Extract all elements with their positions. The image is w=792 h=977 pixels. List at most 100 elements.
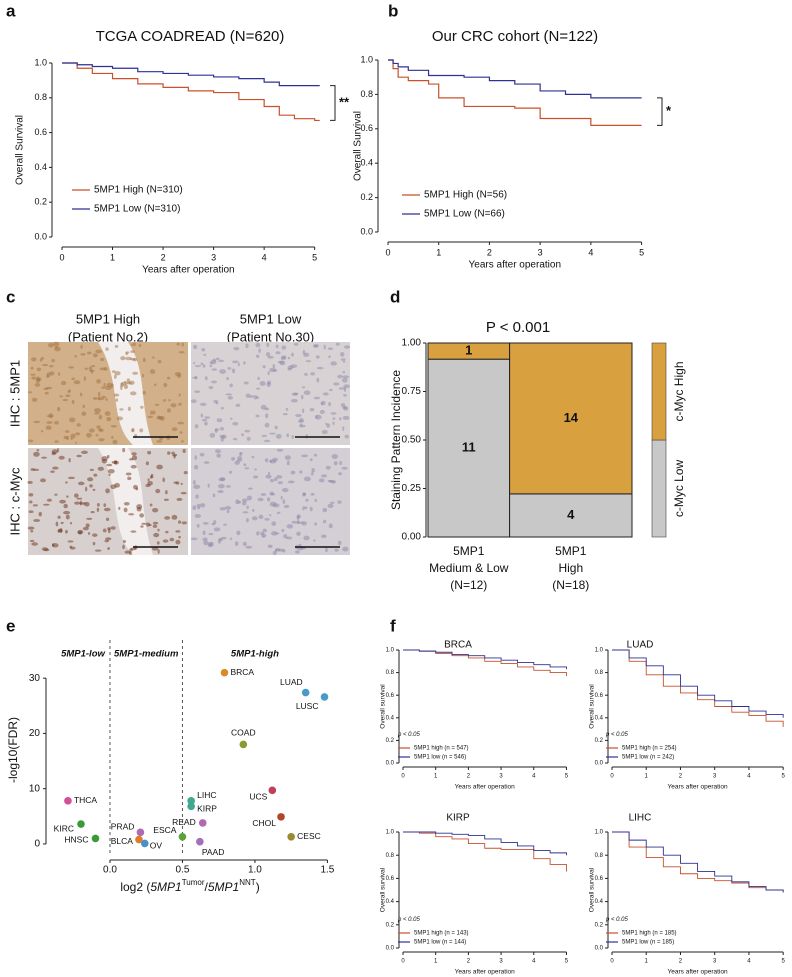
chart-title: Our CRC cohort (N=122) xyxy=(432,28,598,45)
legend-label: c-Myc Low xyxy=(672,459,686,517)
cell-texture xyxy=(309,458,313,462)
cell-texture xyxy=(241,433,245,437)
cell-texture xyxy=(106,382,113,388)
cell-texture xyxy=(177,421,185,425)
cell-texture xyxy=(52,341,60,347)
legend-label: 5MP1 High (N=310) xyxy=(94,185,183,196)
cell-texture xyxy=(62,398,68,402)
cell-texture xyxy=(207,483,210,488)
cell-texture xyxy=(101,386,106,389)
cell-texture xyxy=(136,504,143,510)
cell-texture xyxy=(274,425,278,430)
survival-curve xyxy=(403,831,567,872)
x-tick-label: 1.0 xyxy=(248,865,262,876)
x-tick-label: 2 xyxy=(467,958,471,964)
cell-texture xyxy=(123,380,127,384)
cell-texture xyxy=(290,470,296,475)
cell-texture xyxy=(211,368,218,371)
cell-texture xyxy=(242,541,247,546)
point-label: CHOL xyxy=(252,818,276,828)
cell-texture xyxy=(276,475,283,479)
y-tick-label: 0.8 xyxy=(386,670,395,676)
cell-texture xyxy=(241,501,247,506)
cell-texture xyxy=(57,372,61,376)
cell-texture xyxy=(68,366,75,369)
cell-texture xyxy=(46,421,53,424)
cell-texture xyxy=(193,362,196,365)
cell-texture xyxy=(194,455,197,460)
cell-texture xyxy=(202,537,208,542)
cell-texture xyxy=(330,361,338,366)
cell-texture xyxy=(216,453,221,458)
cell-texture xyxy=(154,403,160,406)
cell-texture xyxy=(217,490,224,494)
cell-texture xyxy=(303,476,311,482)
cell-texture xyxy=(330,412,337,415)
cell-texture xyxy=(313,453,318,457)
point-label: KIRP xyxy=(197,804,217,814)
cell-texture xyxy=(223,523,227,526)
cell-texture xyxy=(162,477,165,483)
cell-texture xyxy=(325,465,331,470)
y-tick-label: 1.00 xyxy=(402,338,422,349)
cell-texture xyxy=(38,511,42,517)
x-axis-label: Years after operation xyxy=(455,784,515,791)
cell-texture xyxy=(92,488,96,491)
x-axis-label: Years after operation xyxy=(142,265,234,276)
cell-texture xyxy=(342,360,346,363)
x-axis-label: Years after operation xyxy=(668,969,728,976)
cell-texture xyxy=(125,382,132,385)
cell-texture xyxy=(180,440,185,443)
cell-texture xyxy=(28,439,34,443)
cell-texture xyxy=(39,358,43,362)
x-tick-label: 0 xyxy=(385,248,390,258)
y-tick-label: 0.0 xyxy=(386,761,395,767)
cell-texture xyxy=(310,493,315,496)
cell-texture xyxy=(30,530,34,533)
cell-texture xyxy=(166,376,171,380)
cell-texture xyxy=(71,377,75,381)
cell-texture xyxy=(123,507,128,513)
panel-label: f xyxy=(390,616,396,635)
y-tick-label: 0.4 xyxy=(34,162,47,172)
cell-texture xyxy=(254,468,257,471)
cell-texture xyxy=(114,344,119,348)
cell-texture xyxy=(119,408,124,411)
cell-texture xyxy=(75,432,81,436)
cell-texture xyxy=(325,547,328,553)
cell-texture xyxy=(273,477,278,482)
y-tick-label: 0.4 xyxy=(360,158,373,168)
cell-texture xyxy=(96,503,100,507)
chart-title: TCGA COADREAD (N=620) xyxy=(96,28,285,45)
cell-texture xyxy=(285,536,293,540)
cell-texture xyxy=(219,426,225,431)
y-tick-label: 0.8 xyxy=(34,92,47,102)
cell-texture xyxy=(81,411,87,416)
y-tick-label: 10 xyxy=(29,783,41,794)
cell-texture xyxy=(169,537,175,542)
cell-texture xyxy=(153,383,157,387)
cell-texture xyxy=(262,528,267,533)
cell-texture xyxy=(341,377,348,383)
cell-texture xyxy=(139,513,145,518)
cell-texture xyxy=(342,371,345,374)
cell-label: 4 xyxy=(567,507,575,522)
cell-texture xyxy=(132,371,139,375)
significance-mark: * xyxy=(666,103,672,118)
cell-texture xyxy=(156,541,160,545)
cell-texture xyxy=(86,517,93,520)
cell-texture xyxy=(228,470,233,474)
cell-texture xyxy=(141,522,147,525)
cell-texture xyxy=(332,421,335,425)
cell-texture xyxy=(332,417,336,420)
cell-texture xyxy=(115,398,119,402)
cell-texture xyxy=(58,455,65,460)
cell-texture xyxy=(74,441,77,444)
cell-texture xyxy=(267,355,274,359)
cell-texture xyxy=(201,347,206,352)
cell-texture xyxy=(59,395,64,398)
x-tick-label: 4 xyxy=(588,248,593,258)
cell-texture xyxy=(79,500,82,506)
y-tick-label: 1.0 xyxy=(34,57,47,67)
cell-texture xyxy=(94,408,101,413)
